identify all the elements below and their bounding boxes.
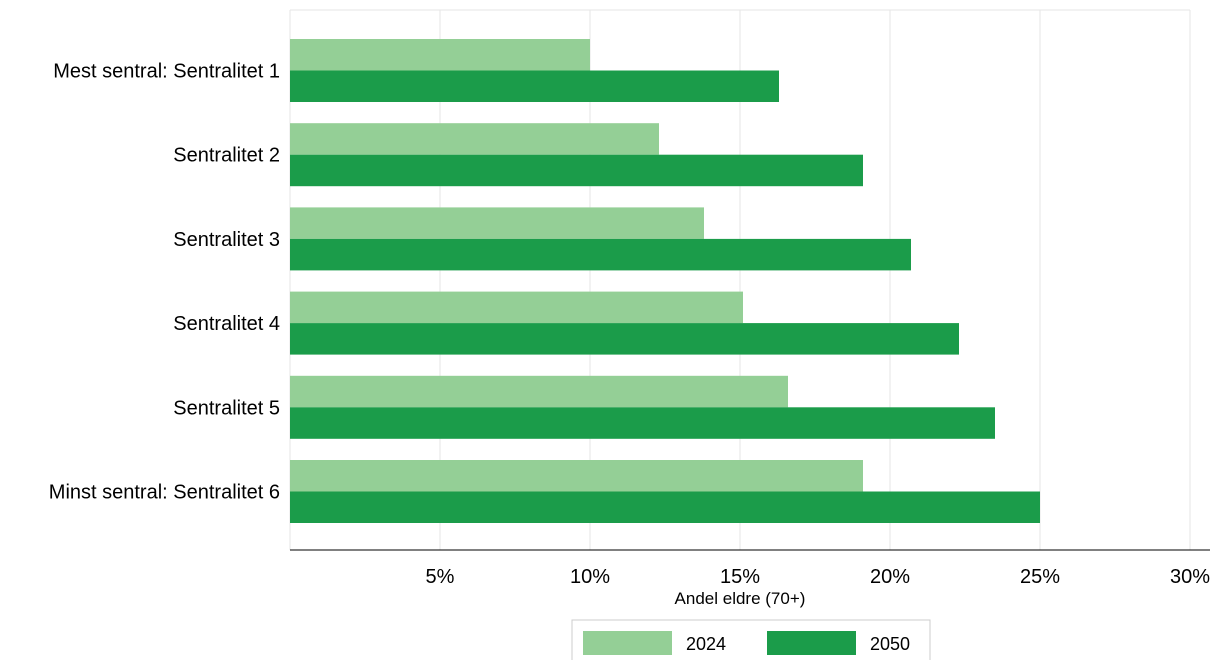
category-labels: Mest sentral: Sentralitet 1 Sentralitet 2… [49, 61, 280, 504]
category-label: Mest sentral: Sentralitet 1 [53, 61, 280, 83]
bar-2050-2 [290, 154, 863, 187]
x-tick-label: 30% [1170, 566, 1210, 588]
legend: 2024 2050 [571, 619, 931, 660]
x-axis-title: Andel eldre (70+) [675, 589, 806, 608]
bar-2024-4 [290, 291, 743, 324]
x-tick-label: 25% [1020, 566, 1060, 588]
bar-2050-4 [290, 323, 959, 355]
legend-swatch-2050 [767, 631, 856, 655]
bar-2024-1 [290, 39, 590, 71]
bar-2050-3 [290, 238, 911, 271]
x-tick-label: 15% [720, 566, 760, 588]
bar-2024-6 [290, 460, 863, 492]
legend-swatch-2024 [583, 631, 672, 655]
bar-2050-1 [290, 70, 779, 102]
bar-2024-5 [290, 375, 788, 408]
category-label: Sentralitet 5 [173, 397, 280, 419]
x-tick-label: 5% [426, 566, 455, 588]
bar-2050-5 [290, 407, 995, 439]
category-label: Sentralitet 3 [173, 229, 280, 251]
bar-2024-2 [290, 123, 659, 155]
legend-label-2024: 2024 [686, 634, 726, 654]
x-tick-labels: 5% 10% 15% 20% 25% 30% [426, 566, 1211, 588]
bar-2050-6 [290, 491, 1040, 523]
x-tick-label: 10% [570, 566, 610, 588]
category-label: Sentralitet 2 [173, 145, 280, 167]
bars [290, 39, 1040, 523]
category-label: Minst sentral: Sentralitet 6 [49, 482, 280, 504]
legend-label-2050: 2050 [870, 634, 910, 654]
x-tick-label: 20% [870, 566, 910, 588]
category-label: Sentralitet 4 [173, 313, 280, 335]
bar-2024-3 [290, 207, 704, 239]
